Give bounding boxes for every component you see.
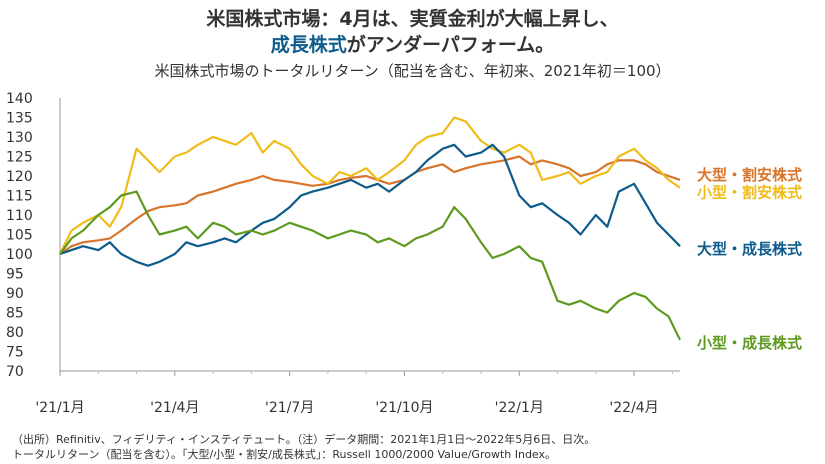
x-tick-label: '21/10月 (375, 400, 433, 416)
y-tick-label: 130 (6, 130, 33, 146)
chart-title-line1: 米国株式市場：4月は、実質金利が大幅上昇し、 (206, 8, 619, 30)
series-label: 大型・割安株式 (697, 166, 802, 184)
series-label: 大型・成長株式 (697, 240, 802, 258)
chart-title-line2: 成長株式がアンダーパフォーム。 (0, 30, 825, 57)
y-tick-label: 75 (6, 345, 24, 361)
series-line-小型・成長株式 (59, 190, 681, 341)
x-tick-label: '22/1月 (495, 400, 544, 416)
y-tick-label: 80 (6, 325, 24, 341)
y-tick-label: 135 (6, 111, 33, 127)
x-tick-label: '22/4月 (609, 400, 658, 416)
x-tick-label: '21/4月 (150, 400, 199, 416)
series-line-大型・成長株式 (59, 143, 681, 267)
y-tick-label: 120 (6, 169, 33, 185)
y-tick-label: 85 (6, 306, 24, 322)
title-highlight: 成長株式 (270, 34, 347, 56)
series-label: 小型・割安株式 (697, 184, 802, 202)
y-tick-label: 95 (6, 267, 24, 283)
x-tick-label: '21/1月 (35, 400, 84, 416)
y-tick-label: 100 (6, 247, 33, 263)
series-label: 小型・成長株式 (697, 334, 802, 352)
line-chart: 140 135 130 125 120 115 110 105 100 95 90 85 80 75 70 '… (6, 91, 802, 416)
y-tick-label: 70 (6, 364, 24, 380)
x-tick-label: '21/7月 (265, 400, 314, 416)
title-rest: がアンダーパフォーム。 (346, 34, 555, 56)
series-line-小型・割安株式 (59, 116, 681, 255)
y-tick-label: 105 (6, 228, 33, 244)
footnote-definition: トータルリターン（配当を含む）。「大型/小型・割安/成長株式」：Russell … (12, 448, 557, 461)
y-tick-label: 140 (6, 91, 33, 107)
series-line-大型・割安株式 (59, 155, 681, 255)
chart-subtitle: 米国株式市場のトータルリターン（配当を含む、年初来、2021年初＝100） (154, 62, 671, 80)
footnote-source: （出所）Refinitiv、フィデリティ・インスティテュート。（注）データ期間：… (12, 433, 596, 446)
y-tick-label: 90 (6, 286, 24, 302)
y-tick-label: 125 (6, 150, 33, 166)
y-tick-label: 115 (6, 189, 33, 205)
y-tick-label: 110 (6, 208, 33, 224)
